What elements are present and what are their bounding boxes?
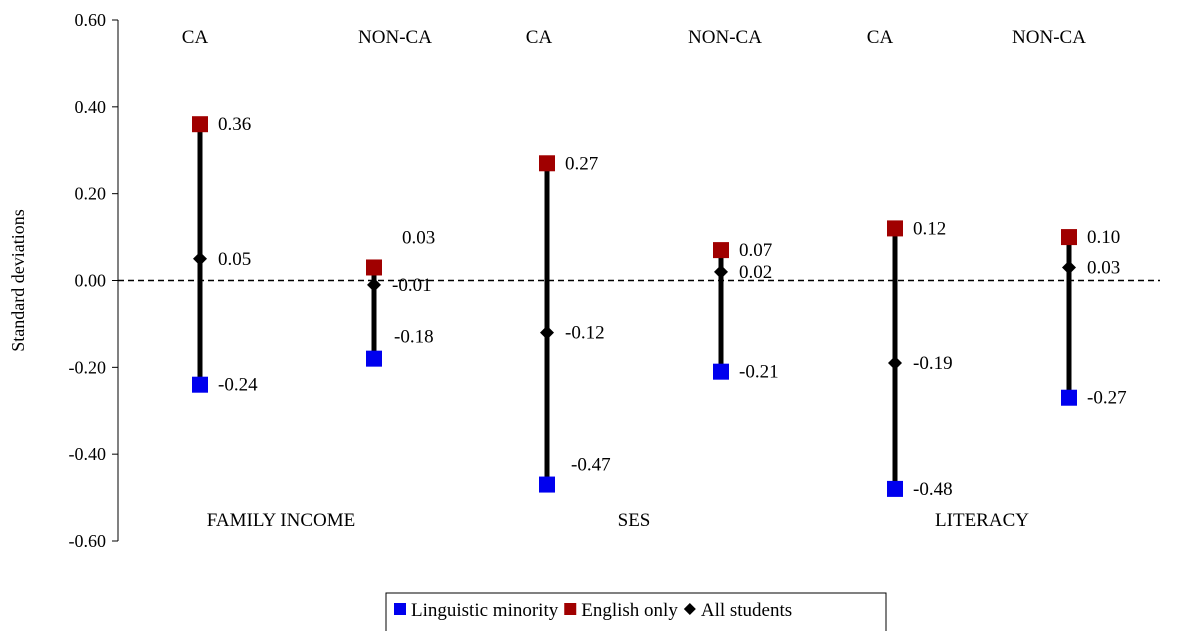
linguistic-minority-point [192, 376, 208, 393]
linguistic-minority-point [887, 480, 903, 497]
y-axis-label: Standard deviations [8, 209, 28, 351]
subgroup-label: CA [526, 27, 553, 48]
y-axis: 0.60 0.40 0.20 0.00 -0.20 -0.40 -0.60 Standard … [8, 10, 1160, 551]
data-labels: 0.36 0.05 -0.24 0.03 -0.01 -0.18 0.27 -0.12 -0.4… [218, 114, 1127, 500]
subgroup-label: NON-CA [358, 27, 432, 48]
english-only-point [366, 259, 382, 276]
all-students-point [1062, 260, 1076, 275]
subgroup-label: NON-CA [688, 27, 762, 48]
linguistic-minority-point [713, 363, 729, 380]
data-label: 0.27 [565, 153, 598, 174]
all-students-point [714, 264, 728, 279]
y-tick-label: 0.20 [75, 184, 107, 204]
all-students-point [888, 355, 902, 370]
data-label: 0.03 [402, 227, 435, 248]
english-only-point [713, 242, 729, 259]
subgroup-label: CA [182, 27, 209, 48]
data-label: 0.36 [218, 114, 251, 135]
group-label: LITERACY [935, 510, 1029, 531]
data-label: -0.24 [218, 375, 258, 396]
english-only-point [1061, 229, 1077, 246]
legend-label: English only [581, 600, 678, 621]
data-label: 0.10 [1087, 227, 1120, 248]
english-only-point [539, 155, 555, 172]
data-label: -0.47 [571, 455, 611, 476]
data-points [192, 116, 1077, 497]
legend-label: All students [701, 600, 792, 621]
data-label: -0.12 [565, 323, 605, 344]
group-label: FAMILY INCOME [207, 510, 356, 531]
legend-swatch [564, 603, 577, 615]
english-only-point [192, 116, 208, 133]
data-label: -0.27 [1087, 388, 1127, 409]
subgroup-label: CA [867, 27, 894, 48]
data-label: 0.07 [739, 240, 772, 261]
all-students-point [367, 277, 381, 292]
y-tick-label: 0.40 [75, 97, 107, 117]
legend-box [385, 592, 887, 631]
y-tick-label: 0.60 [75, 10, 107, 30]
data-label: -0.48 [913, 479, 953, 500]
y-tick-label: -0.20 [69, 357, 107, 377]
legend-swatch [394, 603, 406, 615]
english-only-point [887, 220, 903, 237]
data-label: -0.19 [913, 353, 953, 374]
data-label: 0.05 [218, 249, 251, 270]
legend-swatch [683, 603, 696, 615]
all-students-point [540, 325, 554, 340]
y-tick-label: -0.60 [69, 531, 107, 551]
y-tick-label: 0.00 [75, 271, 107, 291]
subgroup-label: NON-CA [1012, 27, 1086, 48]
all-students-point [193, 251, 207, 266]
data-label: -0.01 [392, 275, 432, 296]
data-label: 0.12 [913, 218, 946, 239]
subgroup-labels: CA NON-CA CA NON-CA CA NON-CA [182, 27, 1086, 48]
group-labels: FAMILY INCOME SES LITERACY [207, 510, 1030, 531]
linguistic-minority-point [1061, 389, 1077, 406]
data-label: -0.18 [394, 327, 434, 348]
range-bars [197, 124, 1072, 489]
linguistic-minority-point [366, 350, 382, 367]
legend: Linguistic minority English only All stude… [385, 592, 887, 631]
linguistic-minority-point [539, 476, 555, 493]
data-label: 0.02 [739, 262, 772, 283]
data-label: 0.03 [1087, 257, 1120, 278]
group-label: SES [618, 510, 651, 531]
y-tick-label: -0.40 [69, 444, 107, 464]
legend-label: Linguistic minority [411, 600, 559, 621]
data-label: -0.21 [739, 362, 779, 383]
